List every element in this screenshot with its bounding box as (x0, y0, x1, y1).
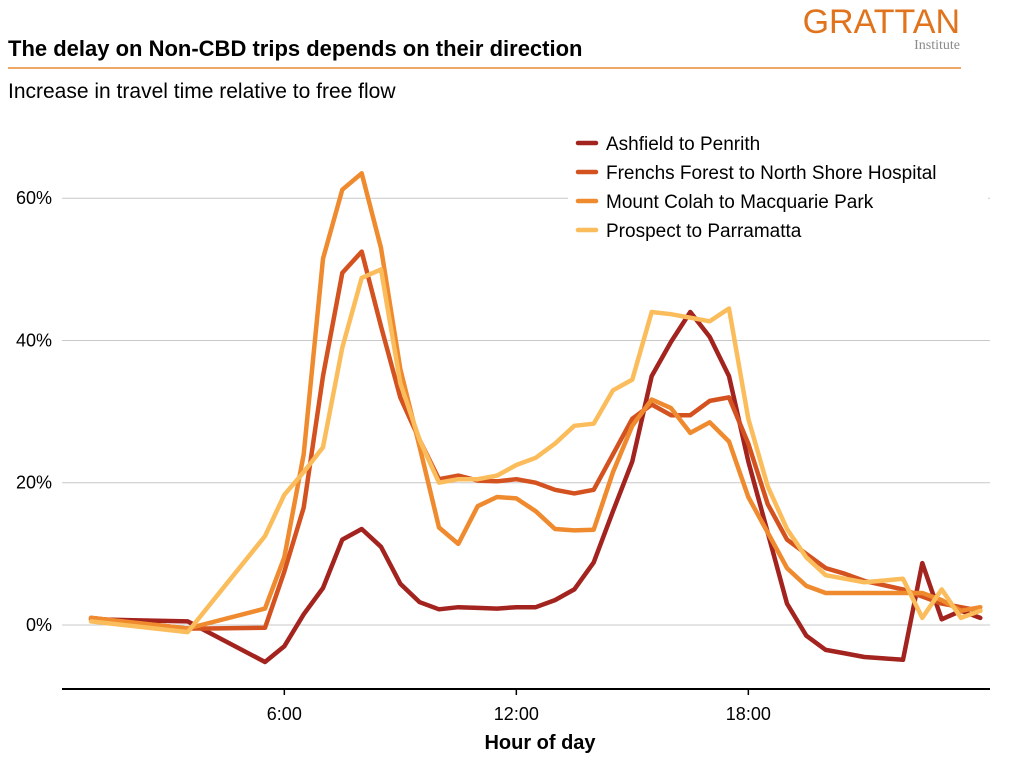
y-tick-label: 20% (16, 473, 52, 493)
logo-wordmark: GRATTAN (802, 3, 960, 41)
legend-label-3: Mount Colah to Macquarie Park (606, 192, 874, 213)
y-tick-label: 0% (26, 615, 52, 635)
grattan-logo: GRATTAN Institute (803, 4, 960, 54)
chart-title: The delay on Non-CBD trips depends on th… (8, 36, 583, 61)
series-lines (88, 171, 983, 665)
x-axis-label: Hour of day (484, 732, 596, 754)
series-line-1 (88, 309, 983, 665)
legend-label-4: Prospect to Parramatta (606, 221, 802, 242)
y-tick-label: 40% (16, 330, 52, 350)
grid-lines (62, 197, 990, 626)
y-axis-ticks: 0% 20% 40% 60% (16, 188, 52, 635)
y-tick-label: 60% (16, 188, 52, 208)
logo-subtitle: Institute (914, 38, 960, 53)
legend-label-1: Ashfield to Penrith (606, 134, 760, 155)
series-line-3 (88, 171, 983, 631)
x-tick-label: 6:00 (267, 704, 302, 724)
series-line-4 (88, 267, 983, 635)
legend-background (568, 128, 988, 248)
x-tick-label: 12:00 (494, 704, 539, 724)
x-tick-label: 18:00 (726, 704, 771, 724)
x-axis-ticks: 6:00 12:00 18:00 (267, 689, 771, 724)
series-line-2 (88, 249, 983, 631)
legend: Ashfield to Penrith Frenchs Forest to Nor… (568, 128, 988, 248)
legend-label-2: Frenchs Forest to North Shore Hospital (606, 163, 937, 184)
title-divider (8, 67, 961, 69)
chart-subtitle: Increase in travel time relative to free… (8, 80, 396, 103)
